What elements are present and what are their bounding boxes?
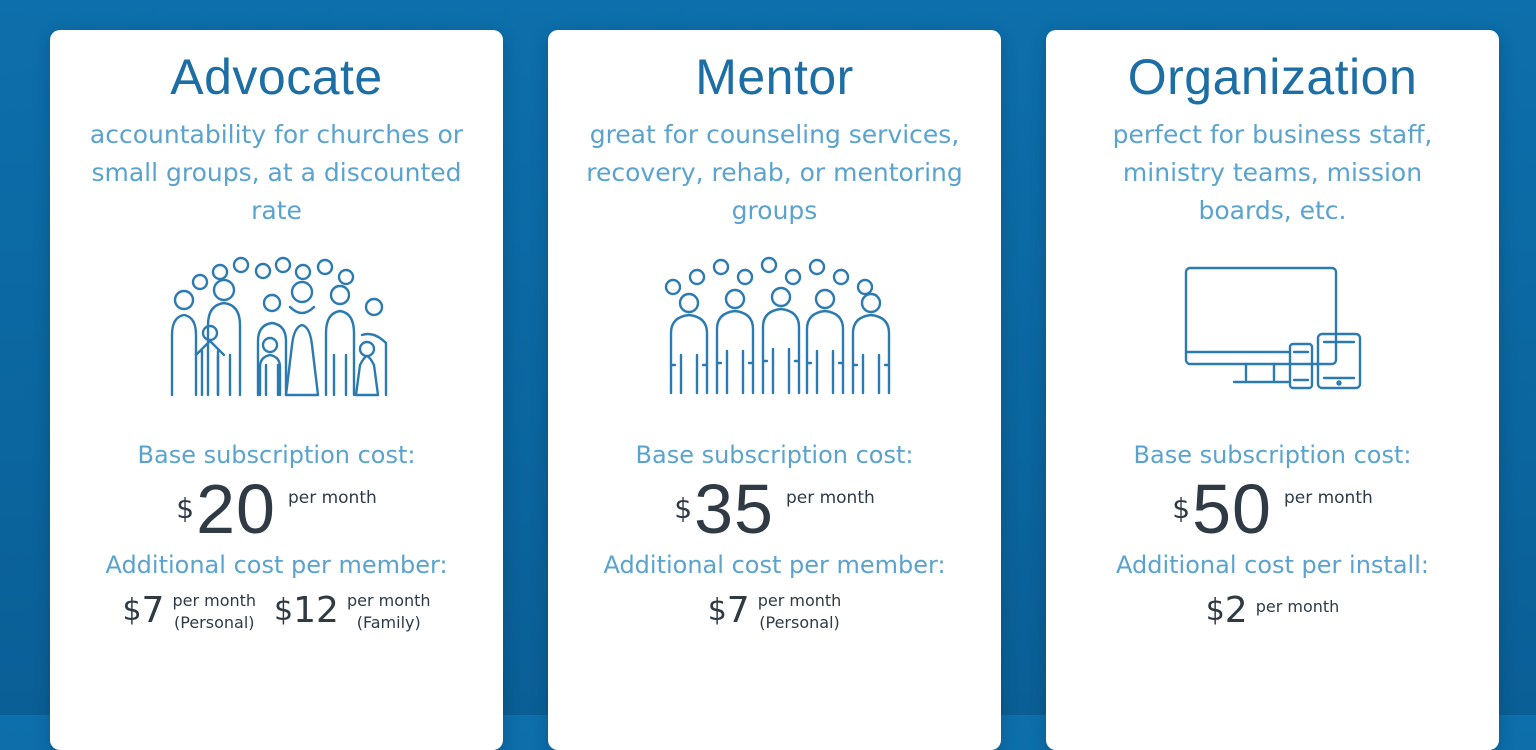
- price-amount: 2: [1224, 590, 1248, 631]
- additional-price-family: $12 per month (Family): [274, 590, 431, 634]
- price-amount: 50: [1192, 470, 1272, 548]
- additional-price-personal: $7 per month (Personal): [122, 590, 256, 634]
- price-note: (Personal): [759, 613, 840, 632]
- additional-cost-label: Additional cost per member:: [603, 551, 946, 579]
- base-price: $ 50 per month: [1046, 474, 1499, 544]
- plan-title: Mentor: [695, 49, 854, 105]
- additional-prices: $7 per month (Personal) $12 per month (F…: [50, 590, 503, 634]
- price-period: per month: [287, 488, 377, 508]
- additional-cost-label: Additional cost per member:: [105, 551, 448, 579]
- plan-description: accountability for churches or small gro…: [89, 120, 464, 225]
- plan-description: great for counseling services, recovery,…: [586, 120, 963, 225]
- price-amount: 35: [694, 470, 774, 548]
- price-period: per month: [346, 591, 431, 610]
- price-note: (Family): [356, 613, 421, 632]
- price-period: per month: [172, 591, 257, 610]
- plan-title: Advocate: [170, 49, 383, 105]
- base-price: $ 35 per month: [548, 474, 1001, 544]
- price-period: per month: [757, 591, 842, 610]
- plan-description: perfect for business staff, ministry tea…: [1112, 120, 1433, 225]
- plan-card-organization: Organization perfect for business staff,…: [1046, 30, 1499, 750]
- price-note: (Personal): [174, 613, 255, 632]
- additional-price-personal: $7 per month (Personal): [708, 590, 842, 634]
- currency-symbol: $: [122, 593, 142, 628]
- plan-card-mentor: Mentor great for counseling services, re…: [548, 30, 1001, 750]
- additional-prices: $2 per month: [1046, 590, 1499, 632]
- additional-price-install: $2 per month: [1206, 590, 1340, 632]
- price-period: per month: [1283, 488, 1373, 508]
- currency-symbol: $: [707, 593, 727, 628]
- additional-cost-label: Additional cost per install:: [1116, 551, 1429, 579]
- price-amount: 12: [293, 590, 339, 631]
- currency-symbol: $: [1172, 492, 1191, 525]
- plan-title: Organization: [1127, 49, 1418, 105]
- base-cost-label: Base subscription cost:: [1133, 441, 1412, 469]
- price-amount: 7: [141, 590, 165, 631]
- base-cost-label: Base subscription cost:: [635, 441, 914, 469]
- currency-symbol: $: [674, 492, 693, 525]
- people-group-icon: [548, 256, 1001, 400]
- family-group-icon: [50, 256, 503, 400]
- base-price: $ 20 per month: [50, 474, 503, 544]
- plan-card-advocate: Advocate accountability for churches or …: [50, 30, 503, 750]
- price-amount: 7: [726, 590, 750, 631]
- base-cost-label: Base subscription cost:: [137, 441, 416, 469]
- currency-symbol: $: [274, 593, 294, 628]
- currency-symbol: $: [1205, 593, 1225, 628]
- devices-icon: [1046, 260, 1499, 400]
- price-period: per month: [785, 488, 875, 508]
- currency-symbol: $: [176, 492, 195, 525]
- price-amount: 20: [196, 470, 276, 548]
- price-period: per month: [1255, 597, 1340, 616]
- additional-prices: $7 per month (Personal): [548, 590, 1001, 634]
